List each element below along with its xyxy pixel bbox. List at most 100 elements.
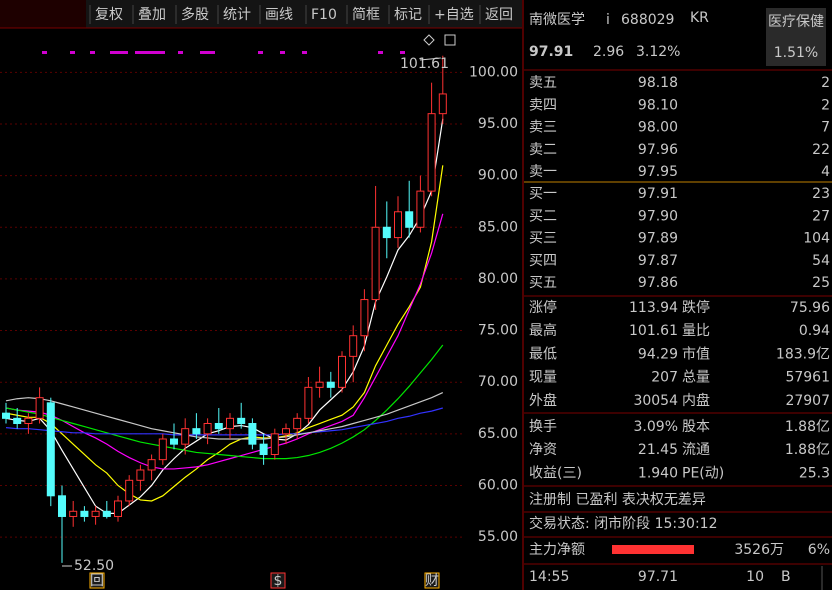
candle-body bbox=[405, 211, 414, 228]
price-change: 2.96 bbox=[593, 44, 624, 60]
toolbar-button[interactable]: 统计 bbox=[223, 7, 251, 23]
y-tick-label: 80.00 bbox=[478, 271, 518, 287]
stock-name: 南微医学 bbox=[529, 12, 585, 28]
toolbar-button[interactable]: F10 bbox=[311, 7, 337, 23]
candle-body bbox=[315, 381, 324, 388]
candle-body bbox=[69, 510, 78, 517]
stat-label: 最低 bbox=[529, 346, 557, 362]
candle-body bbox=[114, 500, 122, 517]
stock-flag: i bbox=[606, 12, 610, 28]
book-price: 98.18 bbox=[638, 75, 678, 91]
book-volume: 2 bbox=[821, 97, 830, 113]
flow-amount: 3526万 bbox=[734, 542, 784, 558]
candle-body bbox=[237, 417, 246, 425]
toolbar-button[interactable]: 标记 bbox=[394, 7, 422, 23]
candle-body bbox=[80, 510, 89, 517]
stat-label: PE(动) bbox=[682, 465, 724, 481]
toolbar-left bbox=[0, 0, 86, 28]
high-arrow bbox=[419, 57, 441, 61]
event-marker[interactable]: $ bbox=[274, 573, 283, 589]
toolbar-button[interactable]: 画线 bbox=[265, 7, 293, 23]
icon-diamond[interactable] bbox=[423, 34, 435, 46]
book-price: 97.86 bbox=[638, 275, 678, 291]
stat-value: 207 bbox=[651, 370, 678, 386]
marker-box bbox=[424, 572, 440, 589]
book-price: 97.89 bbox=[638, 231, 678, 247]
book-price: 97.96 bbox=[638, 142, 678, 158]
sector-name[interactable]: 医疗保健 bbox=[768, 14, 824, 30]
toolbar-button[interactable]: 多股 bbox=[181, 6, 209, 23]
book-label: 卖五 bbox=[529, 75, 557, 91]
stat-value: 27907 bbox=[785, 393, 830, 409]
event-marker[interactable]: 回 bbox=[90, 573, 104, 589]
candle-body bbox=[382, 226, 391, 239]
y-tick-label: 60.00 bbox=[478, 477, 518, 493]
book-volume: 23 bbox=[812, 186, 830, 202]
book-volume: 4 bbox=[821, 164, 830, 180]
candle-body bbox=[304, 386, 313, 419]
candle-body bbox=[35, 397, 44, 419]
y-tick-label: 85.00 bbox=[478, 219, 518, 235]
book-price: 97.91 bbox=[638, 186, 678, 202]
price-pct: 3.12% bbox=[636, 44, 680, 60]
book-label: 买二 bbox=[529, 208, 557, 224]
stat-value: 94.29 bbox=[638, 346, 678, 362]
stat-value: 75.96 bbox=[790, 300, 830, 316]
sector-change[interactable]: 1.51% bbox=[774, 45, 818, 61]
candle-body bbox=[360, 299, 369, 337]
book-price: 97.87 bbox=[638, 253, 678, 269]
flow-bar bbox=[612, 545, 694, 554]
y-tick-label: 75.00 bbox=[478, 323, 518, 339]
low-label: 52.50 bbox=[74, 558, 114, 574]
tick-side: B bbox=[781, 569, 791, 585]
tick-time: 14:55 bbox=[529, 569, 569, 585]
last-price: 97.91 bbox=[529, 44, 573, 60]
stat-value: 0.94 bbox=[799, 323, 830, 339]
candle-body bbox=[91, 510, 100, 517]
book-label: 卖二 bbox=[529, 142, 557, 158]
ma-line bbox=[5, 407, 443, 436]
marker-box bbox=[89, 572, 105, 589]
icon-box[interactable] bbox=[444, 34, 456, 46]
sector-box[interactable] bbox=[766, 8, 826, 66]
stock-tag: KR bbox=[690, 10, 709, 26]
stat-label: 股本 bbox=[682, 419, 710, 435]
stat-value: 57961 bbox=[785, 370, 830, 386]
book-price: 97.95 bbox=[638, 164, 678, 180]
stat-label: 净资 bbox=[529, 442, 557, 458]
toolbar-button[interactable]: +自选 bbox=[434, 7, 474, 23]
book-volume: 22 bbox=[812, 142, 830, 158]
flow-pct: 6% bbox=[808, 542, 830, 558]
stat-label: 收益(三) bbox=[529, 465, 582, 481]
toolbar-button[interactable]: 简框 bbox=[352, 6, 380, 23]
y-tick-label: 100.00 bbox=[469, 64, 518, 80]
toolbar-button[interactable]: 返回 bbox=[485, 7, 513, 23]
candle-body bbox=[125, 479, 134, 502]
tick-price: 97.71 bbox=[638, 569, 678, 585]
candle-body bbox=[371, 226, 380, 301]
y-tick-label: 90.00 bbox=[478, 168, 518, 184]
candle-body bbox=[259, 443, 268, 455]
candle-body bbox=[226, 417, 234, 430]
stat-label: 最高 bbox=[529, 322, 557, 339]
y-tick-label: 65.00 bbox=[478, 426, 518, 442]
candle-body bbox=[326, 381, 335, 388]
book-volume: 104 bbox=[803, 231, 830, 247]
candle-body bbox=[58, 495, 66, 517]
candle-body bbox=[203, 423, 212, 435]
book-volume: 54 bbox=[812, 253, 830, 269]
candle-body bbox=[46, 402, 55, 497]
candle-body bbox=[102, 510, 111, 517]
candle-body bbox=[293, 417, 302, 430]
stat-label: 内盘 bbox=[682, 392, 710, 409]
toolbar-button[interactable]: 复权 bbox=[95, 6, 123, 23]
y-tick-label: 95.00 bbox=[478, 116, 518, 132]
flow-label: 主力净额 bbox=[529, 542, 585, 558]
event-marker[interactable]: 财 bbox=[425, 573, 439, 589]
stat-label: 现量 bbox=[529, 370, 557, 386]
toolbar-button[interactable]: 叠加 bbox=[138, 7, 166, 23]
candle-body bbox=[2, 412, 10, 419]
stock-tags: 注册制 已盈利 表决权无差异 bbox=[529, 492, 706, 508]
toolbar bbox=[0, 0, 522, 28]
stat-label: 量比 bbox=[682, 323, 710, 339]
